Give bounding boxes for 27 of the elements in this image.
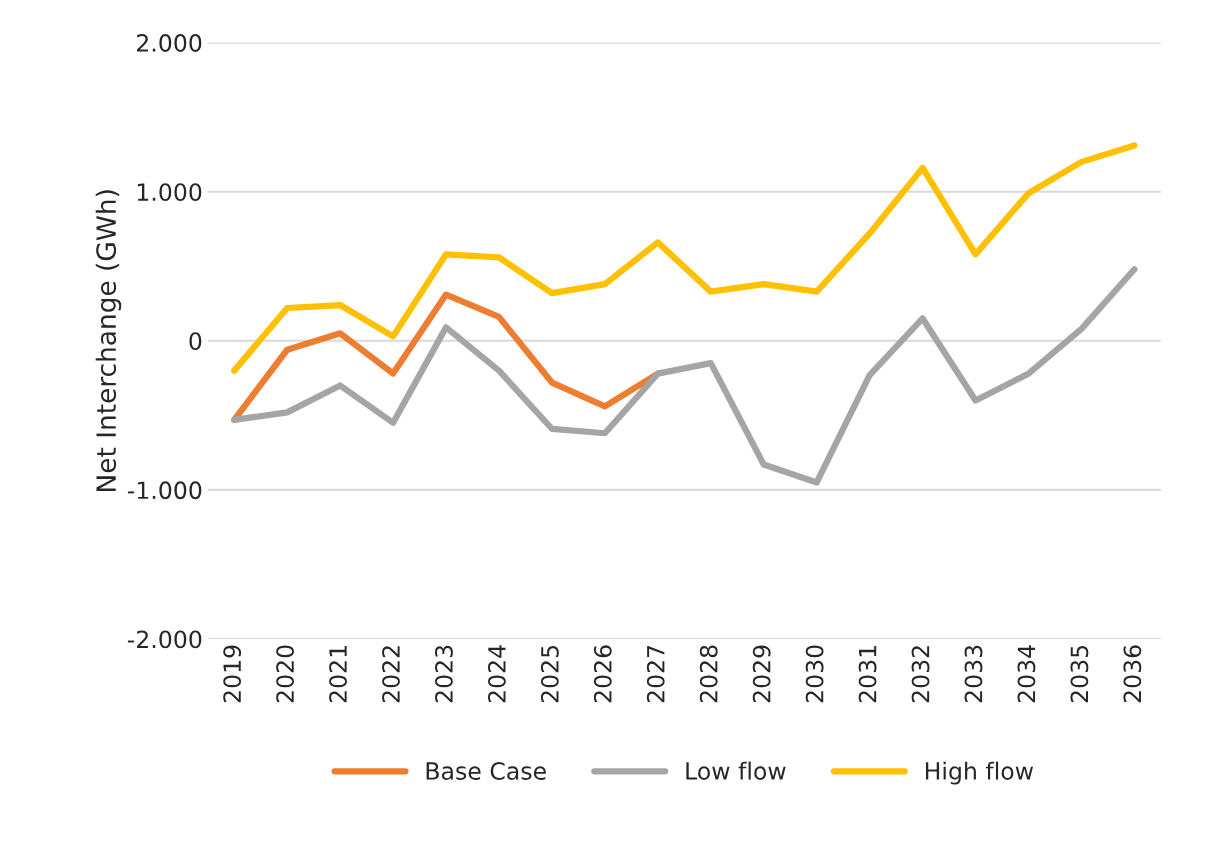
legend-label: Low flow [686, 761, 786, 780]
legend-label: Base Case [426, 762, 546, 780]
x-tick-label: 2035 [1070, 645, 1089, 703]
y-tick-label: -2.000 [127, 630, 202, 649]
y-tick-label: -1.000 [127, 481, 202, 500]
x-tick-label: 2032 [911, 646, 930, 703]
y-tick-label: 2.000 [137, 34, 202, 52]
x-tick-label: 2024 [487, 645, 506, 703]
x-tick-label: 2034 [1017, 645, 1036, 703]
x-tick-label: 2022 [382, 646, 400, 703]
x-tick-label: 2029 [752, 645, 771, 703]
legend-label: High flow [925, 761, 1034, 785]
x-tick-label: 2028 [699, 645, 718, 703]
x-tick-label: 2030 [805, 645, 824, 703]
x-tick-label: 2026 [593, 645, 612, 703]
x-tick-label: 2036 [1123, 645, 1142, 703]
y-tick-label: 0 [189, 332, 202, 351]
x-tick-label: 2020 [276, 645, 295, 703]
x-tick-label: 2021 [329, 646, 347, 703]
x-tick-label: 2019 [223, 645, 242, 703]
y-tick-label: 1.000 [137, 183, 202, 202]
x-tick-label: 2033 [964, 645, 983, 703]
x-tick-label: 2023 [435, 645, 453, 703]
x-tick-label: 2027 [646, 645, 665, 703]
y-axis-title: Net Interchange (GWh) [95, 190, 122, 491]
x-tick-label: 2025 [540, 645, 559, 703]
x-tick-label: 2031 [858, 646, 877, 703]
